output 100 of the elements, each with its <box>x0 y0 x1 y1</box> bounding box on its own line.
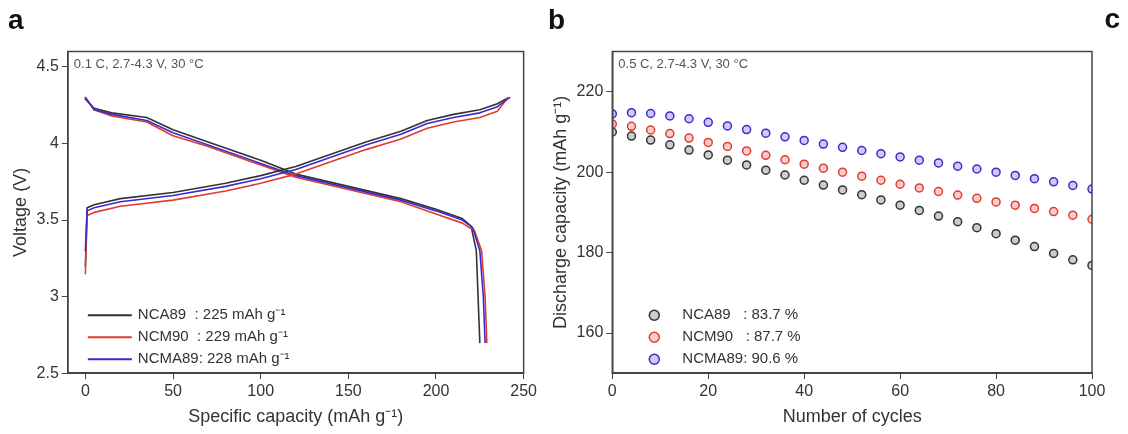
point <box>876 148 886 159</box>
point <box>799 135 809 146</box>
point <box>780 132 790 142</box>
point <box>952 190 963 200</box>
point <box>1048 206 1059 217</box>
point <box>1010 200 1020 210</box>
point <box>1068 255 1078 265</box>
y-tick-label: 200 <box>576 162 604 180</box>
point <box>1010 235 1020 245</box>
point <box>722 155 733 165</box>
x-tick-label: 50 <box>164 382 183 400</box>
legend-label: NCMA89: 228 mAh g⁻¹ <box>137 349 290 367</box>
point <box>741 146 752 156</box>
point <box>684 133 694 143</box>
annotation: 0.1 C, 2.7-4.3 V, 30 °C <box>73 55 204 71</box>
point <box>1048 177 1059 187</box>
point <box>818 163 829 173</box>
point <box>741 160 752 170</box>
point <box>780 170 790 180</box>
point <box>684 145 694 155</box>
point <box>626 107 637 118</box>
point <box>761 128 771 138</box>
point <box>626 121 637 132</box>
point <box>703 150 713 160</box>
point <box>895 152 905 162</box>
point <box>1029 173 1040 184</box>
legend-label: NCA89 : 83.7 % <box>682 305 799 323</box>
chart-title: a <box>8 3 24 35</box>
point <box>1029 241 1040 252</box>
point <box>837 185 848 195</box>
point <box>818 139 829 149</box>
point <box>818 180 829 190</box>
point <box>1010 170 1020 181</box>
point <box>761 165 771 175</box>
x-tick-label: 150 <box>334 382 362 400</box>
x-tick-label: 0 <box>80 382 90 400</box>
y-tick-label: 3.5 <box>36 210 59 228</box>
x-tick-label: 60 <box>891 382 910 400</box>
x-tick-label: 80 <box>987 382 1006 400</box>
point <box>856 145 867 156</box>
point <box>1029 203 1040 214</box>
point <box>1068 180 1078 191</box>
point <box>722 141 733 152</box>
point <box>856 171 867 181</box>
point <box>1048 248 1059 259</box>
point <box>1068 210 1078 220</box>
point <box>684 113 694 124</box>
y-tick-label: 4.5 <box>36 57 59 75</box>
point <box>914 183 925 193</box>
point <box>741 124 752 135</box>
text: c <box>1104 2 1120 34</box>
point <box>972 164 982 174</box>
y-tick-label: 3 <box>49 287 59 305</box>
point <box>799 159 809 169</box>
point <box>837 167 848 177</box>
point <box>895 179 905 190</box>
point <box>991 167 1001 177</box>
x-tick-label: 100 <box>1078 382 1106 400</box>
point <box>952 161 963 171</box>
y-axis-title: Voltage (V) <box>9 167 30 257</box>
point <box>991 197 1001 207</box>
chart-title: b <box>548 3 566 35</box>
point <box>876 175 886 185</box>
point <box>933 186 944 197</box>
y-tick-label: 160 <box>576 323 604 341</box>
annotation: 0.5 C, 2.7-4.3 V, 30 °C <box>618 55 749 71</box>
point <box>722 121 733 131</box>
legend-label: NCA89 : 225 mAh g⁻¹ <box>137 305 286 323</box>
legend-label: NCMA89: 90.6 % <box>682 349 799 367</box>
x-tick-label: 100 <box>247 382 275 400</box>
x-tick-label: 0 <box>607 382 617 400</box>
point <box>933 211 944 221</box>
point <box>703 117 713 128</box>
legend-label: NCM90 : 229 mAh g⁻¹ <box>137 327 288 345</box>
point <box>933 158 944 168</box>
x-tick-label: 250 <box>510 382 538 400</box>
y-axis-title: Discharge capacity (mAh g⁻¹) <box>549 95 570 329</box>
point <box>799 175 809 185</box>
point <box>626 131 637 141</box>
legend-label: NCM90 : 87.7 % <box>682 327 801 345</box>
point <box>665 111 675 121</box>
point <box>780 154 790 165</box>
point <box>952 216 963 227</box>
x-tick-label: 20 <box>699 382 718 400</box>
x-tick-label: 40 <box>795 382 814 400</box>
point <box>972 193 982 204</box>
point <box>645 125 656 135</box>
y-tick-label: 180 <box>576 243 604 261</box>
point <box>876 195 886 205</box>
point <box>895 200 905 210</box>
point <box>665 128 675 139</box>
point <box>665 140 675 150</box>
point <box>991 228 1001 239</box>
point <box>645 108 656 119</box>
point <box>703 137 713 148</box>
x-tick-label: 200 <box>422 382 450 400</box>
point <box>856 189 867 200</box>
point <box>972 222 982 233</box>
x-axis-title: Specific capacity (mAh g⁻¹) <box>188 406 404 427</box>
point <box>837 142 848 153</box>
